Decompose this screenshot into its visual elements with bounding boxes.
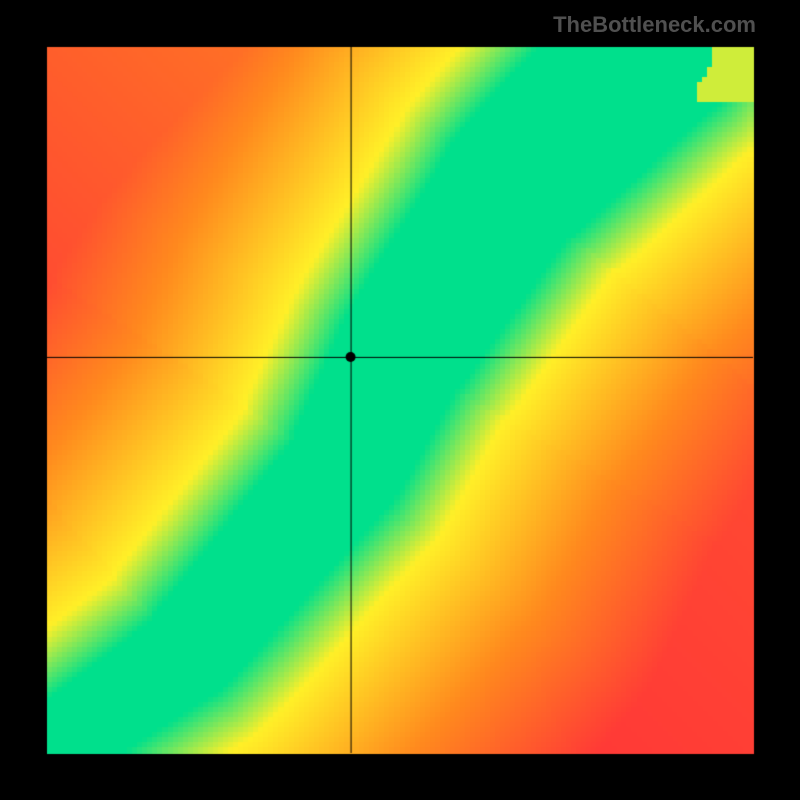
watermark-text: TheBottleneck.com bbox=[553, 12, 756, 38]
bottleneck-heatmap bbox=[0, 0, 800, 800]
chart-stage: TheBottleneck.com bbox=[0, 0, 800, 800]
